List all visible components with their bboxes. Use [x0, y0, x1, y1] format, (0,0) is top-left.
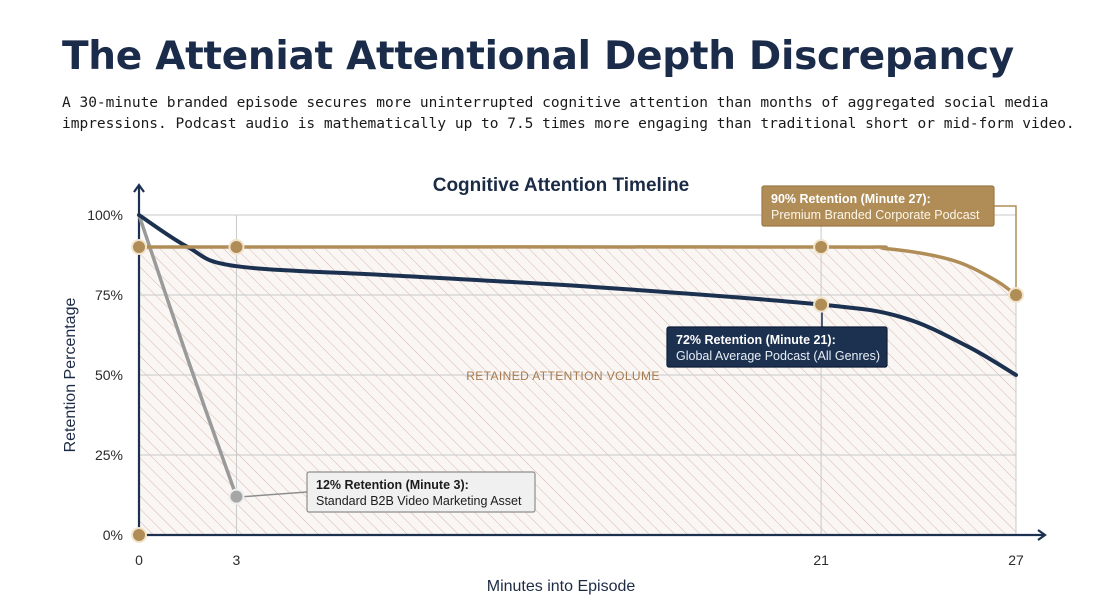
callout-box-average — [666, 326, 888, 368]
y-tick-label: 0% — [103, 527, 123, 543]
x-tick-label: 0 — [135, 552, 143, 568]
page-subtitle: A 30-minute branded episode secures more… — [62, 95, 1075, 132]
callout-title-average: 72% Retention (Minute 21): — [676, 333, 836, 347]
callout-title-b2b-video: 12% Retention (Minute 3): — [316, 478, 469, 492]
y-tick-label: 25% — [95, 447, 123, 463]
retained-attention-area — [139, 246, 1016, 536]
series-line-average — [137, 213, 1018, 377]
x-tick-label: 21 — [813, 552, 829, 568]
data-point-premium — [1008, 287, 1024, 303]
callout-box-premium — [761, 185, 995, 227]
callout-box-b2b-video — [306, 471, 536, 513]
data-point-premium — [131, 239, 147, 255]
callout-subtitle-average: Global Average Podcast (All Genres) — [676, 349, 880, 363]
callout-leader-premium — [994, 205, 1017, 287]
callout-subtitle-b2b-video: Standard B2B Video Marketing Asset — [316, 494, 522, 508]
retained-attention-label: RETAINED ATTENTION VOLUME — [466, 369, 660, 383]
page-title: The Atteniat Attentional Depth Discrepan… — [62, 34, 1014, 79]
data-point-premium — [228, 239, 245, 255]
x-tick-label: 27 — [1008, 552, 1024, 568]
y-tick-label: 75% — [95, 287, 123, 303]
x-axis-title: Minutes into Episode — [487, 578, 636, 595]
data-point-premium — [813, 239, 830, 255]
chart-title: Cognitive Attention Timeline — [433, 175, 690, 196]
x-tick-label: 3 — [233, 552, 241, 568]
y-tick-label: 100% — [87, 207, 123, 223]
callout-subtitle-premium: Premium Branded Corporate Podcast — [771, 208, 980, 222]
series-line-b2b-video — [137, 213, 239, 499]
callout-leader-b2b-video — [244, 491, 308, 498]
data-point-premium — [131, 527, 147, 543]
y-tick-label: 50% — [95, 367, 123, 383]
data-point-average — [813, 296, 830, 313]
data-point-b2b-video — [228, 488, 245, 505]
callout-title-premium: 90% Retention (Minute 27): — [771, 192, 931, 206]
y-axis-title: Retention Percentage — [62, 298, 79, 453]
